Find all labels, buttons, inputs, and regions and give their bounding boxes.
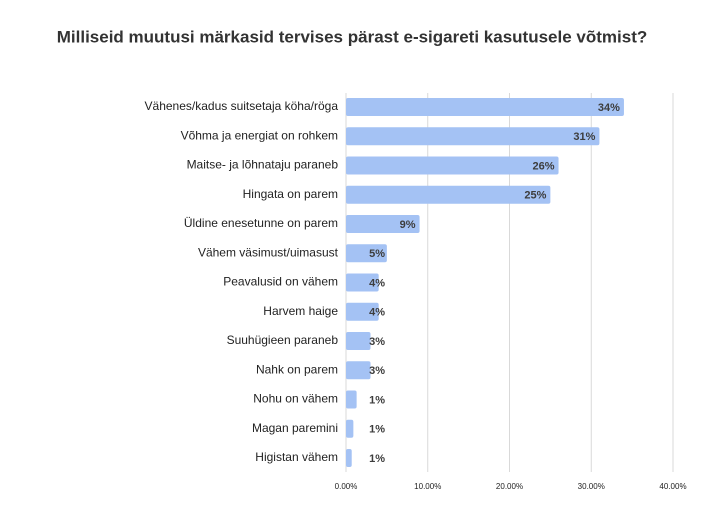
bar bbox=[346, 419, 354, 438]
bar bbox=[346, 98, 624, 116]
data-label: 1% bbox=[369, 453, 385, 465]
bar bbox=[346, 302, 379, 321]
data-label: 5% bbox=[369, 248, 385, 260]
x-tick-label: 30.00% bbox=[578, 482, 605, 491]
bar bbox=[346, 390, 357, 409]
x-tick-label: 40.00% bbox=[659, 482, 686, 491]
data-label: 4% bbox=[369, 307, 385, 319]
data-label: 1% bbox=[369, 394, 385, 406]
x-tick-label: 10.00% bbox=[414, 482, 441, 491]
data-label: 3% bbox=[369, 336, 385, 348]
y-tick-label: Vähem väsimust/uimasust bbox=[198, 245, 339, 259]
bar bbox=[346, 244, 387, 263]
bar bbox=[346, 156, 559, 175]
bar bbox=[346, 127, 600, 146]
y-tick-label: Üldine enesetunne on parem bbox=[184, 216, 338, 230]
y-tick-label: Higistan vähem bbox=[255, 450, 338, 464]
y-tick-label: Vähenes/kadus suitsetaja köha/röga bbox=[145, 99, 339, 113]
bar bbox=[346, 185, 551, 204]
data-label: 25% bbox=[524, 190, 546, 202]
data-label: 9% bbox=[400, 219, 416, 231]
y-tick-label: Hingata on parem bbox=[243, 187, 338, 201]
y-tick-label: Peavalusid on vähem bbox=[223, 275, 338, 289]
bar bbox=[346, 273, 379, 292]
data-label: 34% bbox=[598, 102, 620, 114]
bar bbox=[346, 361, 371, 380]
data-label: 3% bbox=[369, 365, 385, 377]
y-tick-label: Suuhügieen paraneb bbox=[227, 333, 339, 347]
data-label: 31% bbox=[573, 131, 595, 143]
bar bbox=[346, 449, 352, 467]
x-tick-label: 20.00% bbox=[496, 482, 523, 491]
bar bbox=[346, 332, 371, 350]
data-label: 26% bbox=[533, 160, 555, 172]
chart-title: Milliseid muutusi märkasid tervises pära… bbox=[57, 27, 648, 46]
y-tick-label: Võhma ja energiat on rohkem bbox=[181, 128, 338, 142]
x-tick-label: 0.00% bbox=[335, 482, 358, 491]
bar bbox=[346, 215, 420, 233]
data-label: 4% bbox=[369, 277, 385, 289]
y-tick-label: Magan paremini bbox=[252, 421, 338, 435]
y-tick-label: Harvem haige bbox=[263, 304, 338, 318]
y-tick-label: Nohu on vähem bbox=[253, 392, 338, 406]
y-tick-label: Nahk on parem bbox=[256, 362, 338, 376]
data-label: 1% bbox=[369, 424, 385, 436]
y-tick-label: Maitse- ja lõhnataju paraneb bbox=[187, 158, 339, 172]
